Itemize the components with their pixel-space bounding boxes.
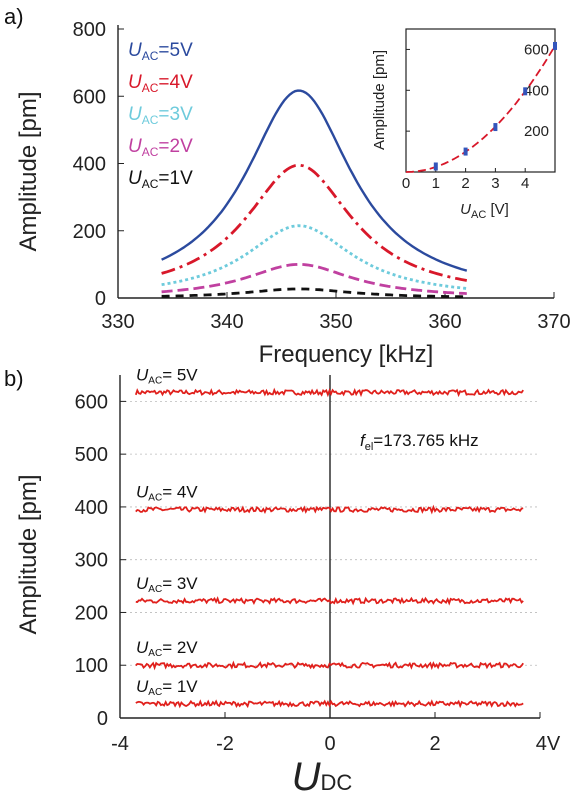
panel-a-legend-entry: UAC=5V <box>128 40 193 63</box>
panel-b-series-trace <box>135 660 524 671</box>
panel-b: b) -4 -2 0 2 4V 0 100 200 300 400 500 600 UDC Amplitud… <box>4 365 561 799</box>
panel-a-y-tick-label: 0 <box>95 288 106 310</box>
panel-b-x-tick-label: 4V <box>536 733 561 755</box>
panel-a-series-line <box>161 89 468 272</box>
panel-a-x-tick-label: 340 <box>210 311 243 333</box>
panel-a-y-tick-label: 800 <box>73 19 106 41</box>
panel-b-x-axis-label: UDC <box>292 755 353 799</box>
inset-y-tick-label: 600 <box>524 41 549 58</box>
panel-a-label: a) <box>4 4 24 29</box>
panel-a: a)330 340 350 360 3700200400600800Frequency … <box>4 4 571 368</box>
panel-b-series-label: UAC= 5V <box>136 365 198 386</box>
panel-a-y-tick-label: 400 <box>73 154 106 176</box>
panel-a-y-tick-label: 600 <box>73 86 106 108</box>
panel-b-x-tick-label: -4 <box>111 733 129 755</box>
panel-b-series-trace <box>135 596 524 606</box>
inset-data-point <box>553 41 557 50</box>
panel-b-series-label: UAC= 2V <box>136 638 198 659</box>
panel-b-y-tick-label: 300 <box>75 550 108 572</box>
panel-a-x-tick-label: 330 <box>101 311 134 333</box>
panel-b-y-axis-label: Amplitude [pm] <box>15 474 42 634</box>
inset-data-point <box>493 123 498 132</box>
inset-x-tick-label: 3 <box>491 175 499 192</box>
panel-b-series-trace <box>135 699 524 709</box>
inset-y-tick-label: 200 <box>524 123 549 140</box>
inset-x-axis-label: UAC [V] <box>460 201 509 221</box>
inset-y-axis-label: Amplitude [pm] <box>371 50 388 150</box>
panel-b-y-tick-label: 100 <box>75 655 108 677</box>
panel-b-series-label: UAC= 4V <box>136 483 198 504</box>
inset-fit-line <box>405 45 556 173</box>
inset-data-point <box>433 162 438 171</box>
panel-b-frequency-annotation: fel=173.765 kHz <box>360 431 479 453</box>
panel-b-y-tick-label: 600 <box>75 391 108 413</box>
panel-b-y-tick-label: 200 <box>75 602 108 624</box>
panel-b-series-trace <box>134 387 524 398</box>
inset-data-point <box>463 147 468 156</box>
inset-x-tick-label: 2 <box>461 175 469 192</box>
panel-b-series-label: UAC= 1V <box>136 677 198 698</box>
panel-a-y-tick-label: 200 <box>73 221 106 243</box>
panel-b-label: b) <box>4 366 24 391</box>
panel-a-y-axis-label: Amplitude [pm] <box>15 91 42 251</box>
panel-a-series-line <box>161 163 468 282</box>
panel-a-series-line <box>161 287 467 299</box>
panel-a-series-line <box>161 224 467 290</box>
panel-b-y-tick-label: 0 <box>97 708 108 730</box>
panel-a-x-tick-label: 350 <box>319 311 352 333</box>
panel-a-series-line <box>161 263 467 295</box>
panel-b-x-tick-label: -2 <box>216 733 234 755</box>
inset-data-point <box>523 87 528 96</box>
panel-b-y-tick-label: 400 <box>75 497 108 519</box>
panel-a-legend-entry: UAC=1V <box>128 168 193 191</box>
panel-a-x-axis-label: Frequency [kHz] <box>259 341 434 368</box>
panel-a-legend-entry: UAC=4V <box>128 72 193 95</box>
panel-a-legend-entry: UAC=3V <box>128 104 193 127</box>
inset-x-tick-label: 1 <box>432 175 440 192</box>
inset-y-tick-label: 400 <box>524 82 549 99</box>
panel-a-legend-entry: UAC=2V <box>128 136 193 159</box>
panel-a-x-tick-label: 360 <box>428 311 461 333</box>
panel-b-series-label: UAC= 3V <box>136 574 198 595</box>
panel-b-x-tick-label: 2 <box>429 733 440 755</box>
panel-b-series-trace <box>135 504 524 515</box>
panel-b-x-tick-label: 0 <box>324 733 335 755</box>
panel-a-x-tick-label: 370 <box>537 311 570 333</box>
panel-b-y-tick-label: 500 <box>75 444 108 466</box>
inset-frame <box>405 28 556 173</box>
inset-x-tick-label: 4 <box>521 175 529 192</box>
inset-x-tick-label: 0 <box>402 175 410 192</box>
